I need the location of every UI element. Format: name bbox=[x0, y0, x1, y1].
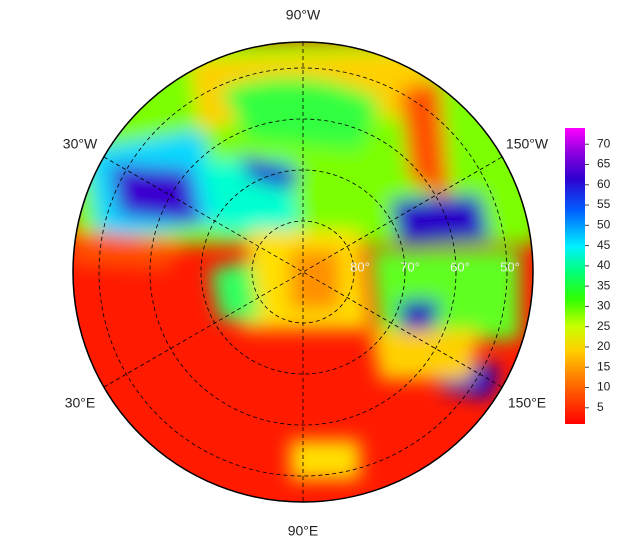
colorbar-tick-label: 65 bbox=[597, 157, 611, 171]
colorbar-tick-label: 70 bbox=[597, 136, 611, 150]
longitude-label: 30°E bbox=[65, 395, 96, 411]
map-border bbox=[72, 41, 534, 503]
longitude-label: 150°E bbox=[508, 395, 546, 411]
colorbar-tick-label: 50 bbox=[597, 217, 611, 231]
longitude-label: 150°W bbox=[506, 136, 549, 152]
colorbar-tick-label: 10 bbox=[597, 380, 611, 394]
latitude-label: 50° bbox=[500, 259, 520, 274]
colorbar-tick-label: 20 bbox=[597, 339, 611, 353]
colorbar-tick-label: 55 bbox=[597, 197, 611, 211]
latitude-label: 70° bbox=[400, 259, 420, 274]
colorbar-tick-label: 5 bbox=[597, 400, 604, 414]
colorbar-tick-label: 30 bbox=[597, 299, 611, 313]
colorbar-tick-label: 60 bbox=[597, 177, 611, 191]
colorbar-tick-label: 35 bbox=[597, 278, 611, 292]
colorbar-tick-label: 40 bbox=[597, 258, 611, 272]
latitude-label: 80° bbox=[350, 259, 370, 274]
longitude-label: 90°W bbox=[286, 7, 321, 23]
colorbar-tick-label: 45 bbox=[597, 238, 611, 252]
field bbox=[73, 42, 533, 502]
longitude-label: 30°W bbox=[63, 136, 98, 152]
colorbar-tick-label: 25 bbox=[597, 319, 611, 333]
graticule bbox=[98, 42, 508, 502]
colorbar-tick-label: 15 bbox=[597, 359, 611, 373]
colorbar bbox=[565, 128, 585, 424]
latitude-label: 60° bbox=[450, 259, 470, 274]
longitude-label: 90°E bbox=[288, 523, 319, 539]
